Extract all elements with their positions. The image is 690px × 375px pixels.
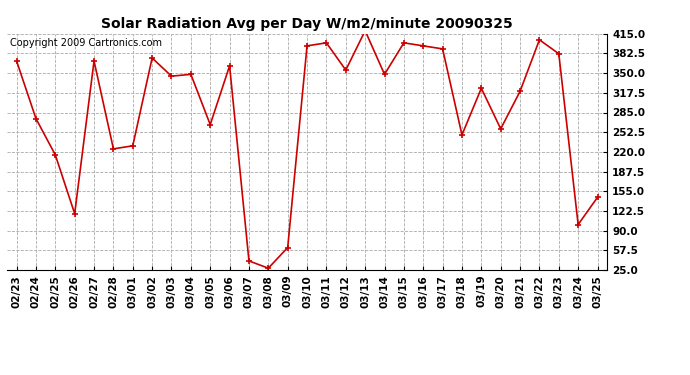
Title: Solar Radiation Avg per Day W/m2/minute 20090325: Solar Radiation Avg per Day W/m2/minute … <box>101 17 513 31</box>
Text: Copyright 2009 Cartronics.com: Copyright 2009 Cartronics.com <box>10 39 162 48</box>
